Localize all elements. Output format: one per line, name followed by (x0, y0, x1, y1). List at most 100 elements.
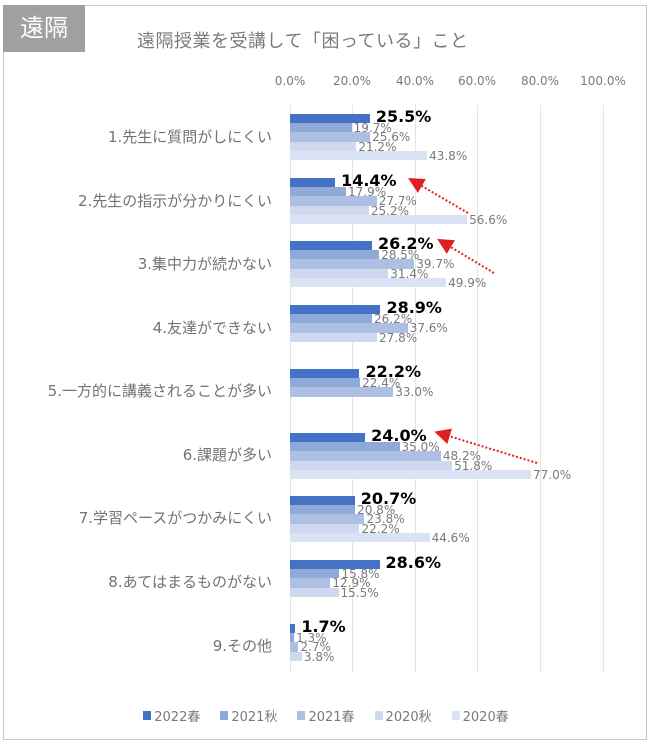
data-label: 25.2% (370, 203, 409, 218)
bar-2021秋 (290, 250, 380, 260)
data-label-main: 28.6% (385, 553, 442, 572)
data-label: 23.8% (366, 512, 405, 527)
legend-swatch-icon (143, 711, 152, 720)
bar-2022春 (290, 496, 355, 506)
bar-2021春 (290, 642, 299, 652)
legend-item: 2021秋 (220, 706, 277, 725)
data-label: 17.9% (348, 185, 387, 200)
bar-2020秋 (290, 205, 369, 215)
bar-2021春 (290, 132, 371, 142)
bar-2022春 (290, 433, 366, 443)
legend-item: 2020秋 (374, 706, 432, 725)
bar-2020秋 (290, 587, 339, 597)
data-label: 28.5% (381, 248, 420, 263)
bar-2021秋 (290, 633, 295, 643)
legend-item: 2022春 (143, 706, 200, 725)
bar-2021秋 (290, 187, 347, 197)
bar-2020秋 (290, 332, 377, 342)
category-label-3: 3.集中力が続かない (137, 255, 272, 273)
data-label-main: 28.9% (386, 298, 442, 317)
bar-2020秋 (290, 460, 453, 470)
data-label: 19.7% (353, 121, 392, 136)
data-label: 56.6% (469, 212, 508, 227)
x-tick-0: 0.0% (274, 74, 306, 88)
category-label-1: 1.先生に質問がしにくい (107, 128, 272, 146)
bar-2021秋 (290, 442, 400, 452)
arrow-icon (437, 238, 495, 274)
legend: 2022春 2021秋 2021春 2020秋 2020春 (0, 706, 652, 725)
bar-2022春 (290, 369, 360, 379)
x-tick-20: 20.0% (332, 74, 372, 88)
arrow-icon (434, 428, 538, 464)
data-label: 49.9% (448, 275, 487, 290)
gridline (603, 105, 604, 672)
bar-2020春 (290, 532, 430, 542)
legend-item: 2020春 (451, 706, 509, 725)
data-label: 48.2% (442, 449, 481, 464)
category-tag: 遠隔 (3, 5, 85, 52)
data-label: 35.0% (401, 440, 440, 455)
x-tick-40: 40.0% (395, 74, 435, 88)
bar-2021春 (290, 259, 415, 269)
chart-title: 遠隔授業を受講して「困っている」こと (137, 31, 469, 52)
legend-swatch-icon (374, 711, 383, 720)
data-label: 37.6% (409, 321, 448, 336)
data-label: 27.8% (379, 330, 418, 345)
bar-2021春 (290, 323, 408, 333)
data-label: 43.8% (429, 148, 468, 163)
gridline (415, 105, 416, 672)
bar-2020春 (290, 214, 468, 224)
data-label: 33.0% (395, 385, 434, 400)
bar-2020春 (290, 150, 428, 160)
data-label: 20.8% (357, 503, 396, 518)
data-label-main: 22.2% (365, 362, 421, 381)
bar-2021春 (290, 578, 331, 588)
bar-2022春 (290, 305, 381, 315)
bar-2022春 (290, 114, 370, 124)
data-label: 21.2% (358, 139, 397, 154)
category-label-9: 9.その他 (212, 637, 272, 655)
bar-2022春 (290, 241, 372, 251)
bar-2020秋 (290, 523, 360, 533)
data-label: 22.2% (361, 521, 400, 536)
category-label-8: 8.あてはまるものがない (108, 573, 272, 591)
data-label: 1.3% (296, 631, 327, 646)
category-label-2: 2.先生の指示が分かりにくい (77, 192, 272, 210)
data-label: 27.7% (378, 194, 417, 209)
data-label: 2.7% (300, 640, 331, 655)
category-label-6: 6.課題が多い (182, 446, 272, 464)
x-tick-100: 100.0% (580, 74, 626, 88)
bar-2021春 (290, 387, 394, 397)
bar-2022春 (290, 624, 296, 634)
gridline (540, 105, 541, 672)
data-label: 22.4% (362, 376, 401, 391)
data-label-main: 26.2% (378, 234, 434, 253)
category-label-5: 5.一方的に講義されることが多い (47, 382, 272, 400)
legend-swatch-icon (220, 711, 229, 720)
data-label: 26.2% (374, 312, 413, 327)
bar-2021秋 (290, 378, 361, 388)
data-label: 39.7% (416, 257, 455, 272)
data-label-main: 20.7% (360, 489, 417, 508)
bar-2021春 (290, 451, 441, 461)
data-label: 77.0% (533, 467, 572, 482)
data-label: 44.6% (431, 530, 470, 545)
bar-2021春 (290, 196, 377, 206)
bar-2021秋 (290, 314, 372, 324)
x-tick-80: 80.0% (520, 74, 560, 88)
category-label-4: 4.友達ができない (152, 319, 272, 337)
data-label-main: 24.0% (371, 426, 427, 445)
legend-item: 2021春 (297, 706, 355, 725)
data-label-main: 25.5% (375, 107, 432, 126)
arrow-icon (408, 177, 469, 214)
data-label: 31.4% (390, 266, 429, 281)
data-label: 12.9% (332, 576, 371, 591)
data-label-main: 1.7% (301, 617, 346, 636)
data-label: 15.8% (341, 567, 380, 582)
bar-2021秋 (290, 569, 340, 579)
bar-2021春 (290, 514, 365, 524)
category-label-7: 7.学習ペースがつかみにくい (78, 509, 272, 527)
data-label: 25.6% (372, 130, 411, 145)
data-label-main: 14.4% (341, 171, 397, 190)
